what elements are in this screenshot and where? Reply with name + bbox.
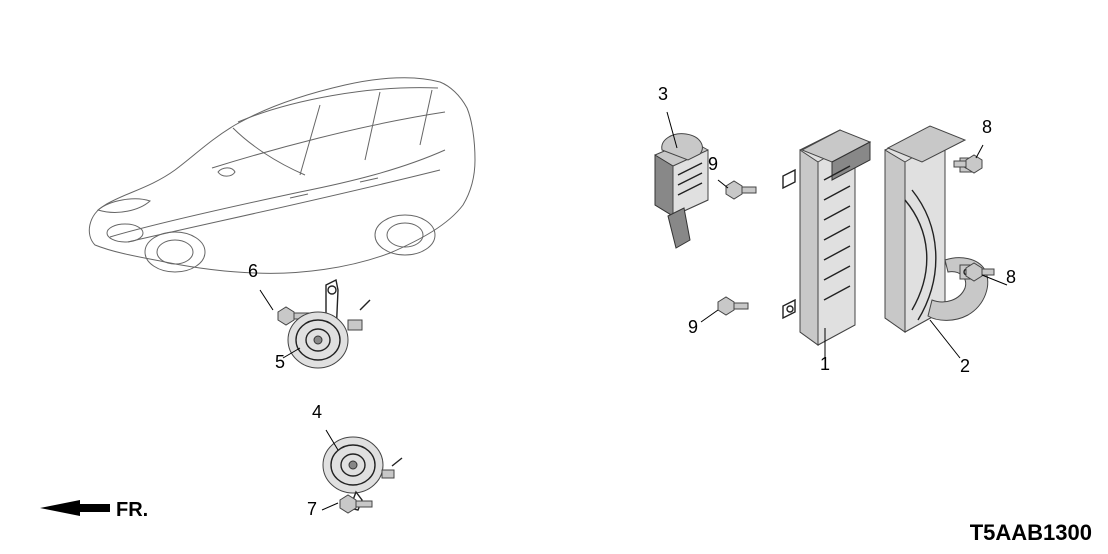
callout-3: 3 xyxy=(658,84,668,104)
leader-line xyxy=(930,320,960,358)
callout-9: 9 xyxy=(688,317,698,337)
callout-7: 7 xyxy=(307,499,317,519)
callout-8: 8 xyxy=(982,117,992,137)
parts-diagram: FR. xyxy=(0,0,1108,554)
leader-line xyxy=(322,503,338,510)
vehicle-outline xyxy=(89,78,475,274)
horn-assy-high xyxy=(278,280,370,368)
callout-9: 9 xyxy=(708,154,718,174)
callout-8: 8 xyxy=(1006,267,1016,287)
part-code: T5AAB1300 xyxy=(970,520,1092,545)
bolt-9-upper xyxy=(726,181,756,199)
control-unit xyxy=(783,130,870,345)
callout-2: 2 xyxy=(960,356,970,376)
callout-6: 6 xyxy=(248,261,258,281)
horn-assy-low xyxy=(323,437,402,513)
leader-line xyxy=(976,145,983,158)
leader-line xyxy=(718,180,728,188)
module-3 xyxy=(655,134,708,248)
fr-arrow: FR. xyxy=(40,499,148,521)
callout-4: 4 xyxy=(312,402,322,422)
callout-1: 1 xyxy=(820,354,830,374)
bolt-7 xyxy=(340,495,372,513)
callout-5: 5 xyxy=(275,352,285,372)
bolt-9-lower xyxy=(718,297,748,315)
leader-line xyxy=(701,310,718,322)
leader-line xyxy=(260,290,273,310)
fr-label: FR. xyxy=(116,499,148,521)
